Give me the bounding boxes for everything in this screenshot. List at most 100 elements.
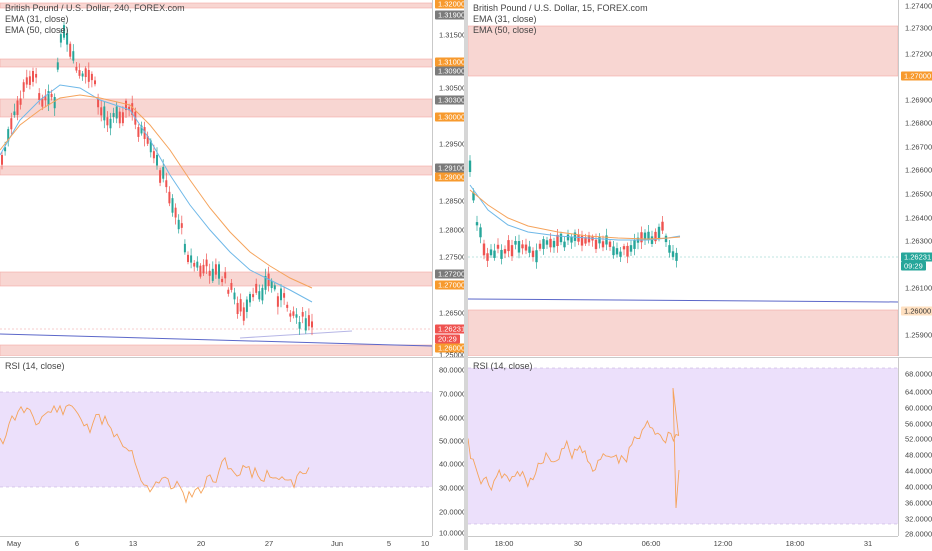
right-rsi-tick: 40.0000 [905, 482, 932, 492]
candle-body [647, 231, 650, 240]
candle-body [47, 90, 50, 106]
candle-body [13, 111, 16, 116]
right-rsi-tick: 36.0000 [905, 498, 932, 508]
right-price-pane[interactable]: British Pound / U.S. Dollar, 15, FOREX.c… [468, 0, 898, 356]
candle-body [128, 106, 131, 111]
right-countdown-tag: 09:29 [901, 261, 926, 271]
right-price-tick: 1.26300 [905, 236, 932, 246]
candle-body [16, 100, 19, 115]
candle-body [187, 254, 189, 263]
candle-body [489, 249, 493, 256]
candle-body [472, 192, 475, 201]
right-price-tick: 1.26900 [905, 95, 932, 105]
right-price-tick: 1.26800 [905, 118, 932, 128]
candle-body [221, 278, 224, 283]
left-time-axis[interactable]: May 6 13 20 27 Jun 5 10 [0, 536, 432, 551]
candle-body [137, 127, 140, 137]
candle-body [552, 240, 556, 248]
candle-body [255, 283, 258, 293]
left-rsi-axis[interactable]: 80.0000 70.0000 60.0000 50.0000 40.0000 … [432, 357, 467, 538]
candle-body [479, 227, 482, 238]
right-last-price-tag: 1.26231 [901, 252, 932, 262]
candle-body [549, 238, 552, 248]
candle-body [510, 245, 514, 257]
candle-body [41, 98, 44, 107]
left-ema50-label: EMA (50, close) [5, 25, 69, 35]
candle-body [587, 235, 591, 243]
rsi-band [0, 392, 432, 487]
left-rsi-label: RSI (14, close) [5, 361, 65, 371]
candle-body [208, 270, 211, 276]
right-rsi-pane[interactable]: RSI (14, close) [468, 357, 898, 536]
right-rsi-axis[interactable]: 68.0000 64.0000 60.0000 56.0000 52.0000 … [898, 357, 932, 539]
left-time-tick: 27 [264, 539, 274, 548]
left-rsi-tick: 30.0000 [439, 483, 467, 493]
candle-body [32, 71, 34, 82]
candle-body [664, 235, 668, 243]
candle-body [566, 234, 570, 241]
candle-body [218, 264, 220, 279]
right-time-tick: 12:00 [713, 539, 733, 548]
candle-body [270, 280, 273, 289]
candle-body [171, 198, 174, 213]
candle-body [500, 249, 503, 259]
candle-body [307, 315, 310, 327]
candle-body [19, 98, 22, 105]
candle-body [615, 248, 619, 255]
candle-body [28, 76, 31, 85]
candle-body [570, 236, 573, 243]
resistance-zone [0, 344, 432, 356]
candle-body [100, 107, 103, 116]
candle-body [622, 246, 626, 250]
candle-body [152, 151, 155, 159]
candle-body [81, 73, 84, 77]
left-level-tag: 1.27200 [435, 269, 469, 279]
left-price-axis[interactable]: 1.32000 1.31900 1.31500 1.31000 1.30900 … [432, 0, 469, 360]
left-price-tick: 1.29500 [439, 139, 467, 149]
left-rsi-pane[interactable]: RSI (14, close) [0, 357, 432, 536]
candle-body [295, 314, 298, 318]
candle-body [227, 289, 230, 294]
left-level-tag: 1.29100 [435, 163, 469, 173]
candle-body [601, 241, 605, 248]
candle-body [503, 249, 507, 254]
resistance-zone [468, 25, 898, 77]
left-level-tag: 1.30000 [435, 112, 469, 122]
candle-body [273, 285, 276, 290]
right-price-tick: 1.26600 [905, 165, 932, 175]
left-price-tick: 1.25000 [439, 350, 467, 360]
left-price-pane[interactable]: British Pound / U.S. Dollar, 240, FOREX.… [0, 0, 432, 356]
right-price-tick: 1.27300 [905, 23, 932, 33]
candle-body [301, 312, 304, 317]
left-price-tick: 1.31500 [439, 30, 467, 40]
resistance-zone [0, 58, 432, 68]
candle-body [174, 207, 177, 218]
trend-line [468, 298, 898, 303]
candle-body [162, 167, 165, 179]
candle-body [654, 231, 657, 242]
left-time-tick: 10 [420, 539, 430, 548]
left-time-tick: 13 [128, 539, 138, 548]
candle-body [4, 147, 7, 152]
candle-body [258, 291, 261, 300]
candle-body [292, 311, 295, 316]
candle-body [496, 244, 500, 249]
candle-body [640, 232, 643, 243]
candle-body [196, 261, 199, 268]
right-price-tick: 1.26500 [905, 189, 932, 199]
candle-body [224, 272, 227, 279]
right-price-axis[interactable]: 1.27400 1.27300 1.27200 1.27000 1.26900 … [898, 0, 932, 356]
pane-divider[interactable] [464, 0, 468, 550]
left-level-tag: 1.30900 [435, 66, 469, 76]
candle-body [25, 77, 28, 85]
candle-body [239, 299, 242, 312]
candle-body [59, 34, 62, 43]
candle-body [69, 43, 72, 57]
candle-body [149, 140, 152, 153]
candle-body [486, 253, 489, 261]
right-ema31-label: EMA (31, close) [473, 14, 537, 24]
candle-body [559, 233, 563, 243]
candle-body [286, 304, 289, 308]
candle-body [115, 106, 118, 119]
right-time-axis[interactable]: 18:00 30 06:00 12:00 18:00 31 [468, 536, 898, 551]
